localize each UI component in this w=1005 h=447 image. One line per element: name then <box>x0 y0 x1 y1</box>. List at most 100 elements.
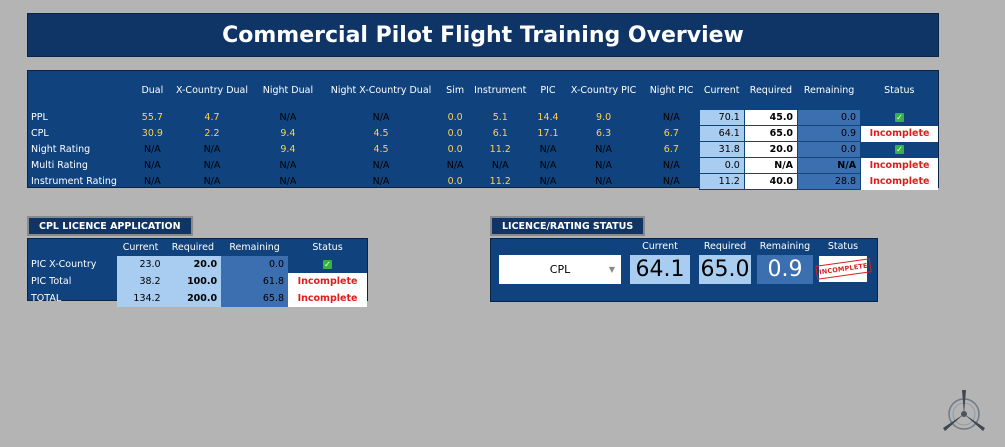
table-row: PIC X-Country 23.0 20.0 0.0 ✓ <box>28 256 367 273</box>
hours-cell: 9.4 <box>280 144 296 155</box>
hours-cell: N/A <box>203 144 221 155</box>
table-row: PPL 55.7 4.7 N/A N/A 0.0 5.1 14.4 9.0 N/A 70.1 45.0… <box>28 109 938 126</box>
row-label: PIC Total <box>31 276 72 287</box>
hours-cell: 0.0 <box>447 112 463 123</box>
current-cell: 0.0 <box>698 157 745 174</box>
row-label: PIC X-Country <box>31 259 97 270</box>
required-cell: N/A <box>743 157 799 174</box>
row-label: Multi Rating <box>31 160 88 171</box>
hours-cell: N/A <box>372 160 390 171</box>
hours-cell: N/A <box>539 176 557 187</box>
required-cell: 40.0 <box>743 173 799 190</box>
hours-cell: 0.0 <box>447 176 463 187</box>
main-header-3: Night Dual <box>262 84 314 96</box>
hours-cell: 6.1 <box>492 128 508 139</box>
required-cell: 100.0 <box>164 273 222 290</box>
table-row: Multi Rating N/A N/A N/A N/A N/A N/A N/A N/A N/A 0… <box>28 157 938 174</box>
required-cell: 20.0 <box>164 256 222 273</box>
row-label: Instrument Rating <box>31 176 117 187</box>
cpl-header-1: Current <box>122 242 159 253</box>
hours-cell: 9.4 <box>280 128 296 139</box>
hours-cell: 6.7 <box>663 128 679 139</box>
hours-cell: N/A <box>372 112 390 123</box>
main-header-6: Instrument <box>474 84 527 96</box>
hours-cell: N/A <box>446 160 464 171</box>
hours-cell: N/A <box>143 160 161 171</box>
hours-cell: N/A <box>279 176 297 187</box>
check-icon: ✓ <box>323 260 333 269</box>
hours-cell: N/A <box>595 144 612 155</box>
chevron-down-icon[interactable]: ▼ <box>608 265 615 274</box>
table-row: TOTAL 134.2 200.0 65.8 Incomplete <box>28 290 367 307</box>
row-label: TOTAL <box>31 293 62 304</box>
main-header-12: Remaining <box>803 84 855 96</box>
lic-header-status: Status <box>827 241 859 252</box>
main-header-8: X-Country PIC <box>570 84 637 96</box>
hours-cell: 11.2 <box>489 144 511 155</box>
propeller-logo-icon <box>943 390 985 431</box>
required-cell: 20.0 <box>743 141 799 158</box>
hours-cell: 6.3 <box>596 128 612 139</box>
cpl-section-label: CPL LICENCE APPLICATION <box>27 216 193 236</box>
check-icon: ✓ <box>895 145 905 154</box>
cpl-header-4: Status <box>312 242 343 253</box>
hours-cell: 0.0 <box>447 128 463 139</box>
table-row: PIC Total 38.2 100.0 61.8 Incomplete <box>28 273 367 290</box>
main-header-5: Sim <box>446 84 465 96</box>
hours-cell: 4.7 <box>204 112 220 123</box>
current-cell: 31.8 <box>698 141 745 158</box>
required-cell: 65.0 <box>743 125 799 142</box>
hours-cell: N/A <box>662 176 680 187</box>
status-badge: ✓ <box>288 256 367 273</box>
licence-section-label: LICENCE/RATING STATUS <box>490 216 646 236</box>
row-label: PPL <box>31 112 48 123</box>
cpl-header-3: Remaining <box>229 242 280 253</box>
lic-header-required: Required <box>703 241 747 252</box>
status-badge: Incomplete <box>860 157 938 174</box>
current-cell: 11.2 <box>698 173 745 190</box>
main-header-1: Dual <box>141 84 164 96</box>
status-badge: ✓ <box>860 109 938 126</box>
hours-cell: 4.5 <box>373 144 389 155</box>
remaining-cell: 0.0 <box>797 141 862 158</box>
current-cell: 64.1 <box>698 125 745 142</box>
training-table-panel: Dual X-Country Dual Night Dual Night X-Coun… <box>27 70 939 190</box>
main-header-13: Status <box>884 84 915 96</box>
hours-cell: N/A <box>143 144 161 155</box>
row-label: CPL <box>31 128 49 139</box>
row-label: Night Rating <box>31 144 91 155</box>
licence-remaining-value: 0.9 <box>757 255 813 284</box>
page-title: Commercial Pilot Flight Training Overvie… <box>27 13 939 57</box>
hours-cell: 11.2 <box>489 176 511 187</box>
check-icon: ✓ <box>895 113 905 122</box>
cpl-header-2: Required <box>171 242 215 253</box>
hours-cell: N/A <box>539 160 557 171</box>
remaining-cell: 0.0 <box>221 256 289 273</box>
table-row: Night Rating N/A N/A 9.4 4.5 0.0 11.2 N/A N/A 6.7… <box>28 141 938 158</box>
main-header-7: PIC <box>540 84 556 96</box>
lic-header-current: Current <box>642 241 678 252</box>
lic-header-remaining: Remaining <box>759 241 811 252</box>
hours-cell: N/A <box>203 176 221 187</box>
status-badge: Incomplete <box>288 273 367 290</box>
hours-cell: N/A <box>372 176 390 187</box>
licence-select[interactable]: CPL ▼ <box>499 255 621 284</box>
licence-current-value: 64.1 <box>630 255 690 284</box>
main-header-4: Night X-Country Dual <box>330 84 432 96</box>
licence-status-panel: Current Required Remaining Status CPL ▼ … <box>490 238 878 302</box>
status-badge: Incomplete <box>860 125 938 142</box>
remaining-cell: 61.8 <box>221 273 289 290</box>
hours-cell: N/A <box>279 160 297 171</box>
status-badge: Incomplete <box>860 173 938 190</box>
required-cell: 45.0 <box>743 109 799 126</box>
current-cell: 70.1 <box>698 109 745 126</box>
current-cell: 23.0 <box>116 256 165 273</box>
hours-cell: N/A <box>539 144 557 155</box>
required-cell: 200.0 <box>164 290 222 307</box>
current-cell: 38.2 <box>116 273 165 290</box>
incomplete-stamp-icon: INCOMPLETE <box>814 258 872 280</box>
remaining-cell: 65.8 <box>221 290 289 307</box>
hours-cell: N/A <box>595 176 612 187</box>
hours-cell: 9.0 <box>596 112 612 123</box>
hours-cell: N/A <box>491 160 509 171</box>
